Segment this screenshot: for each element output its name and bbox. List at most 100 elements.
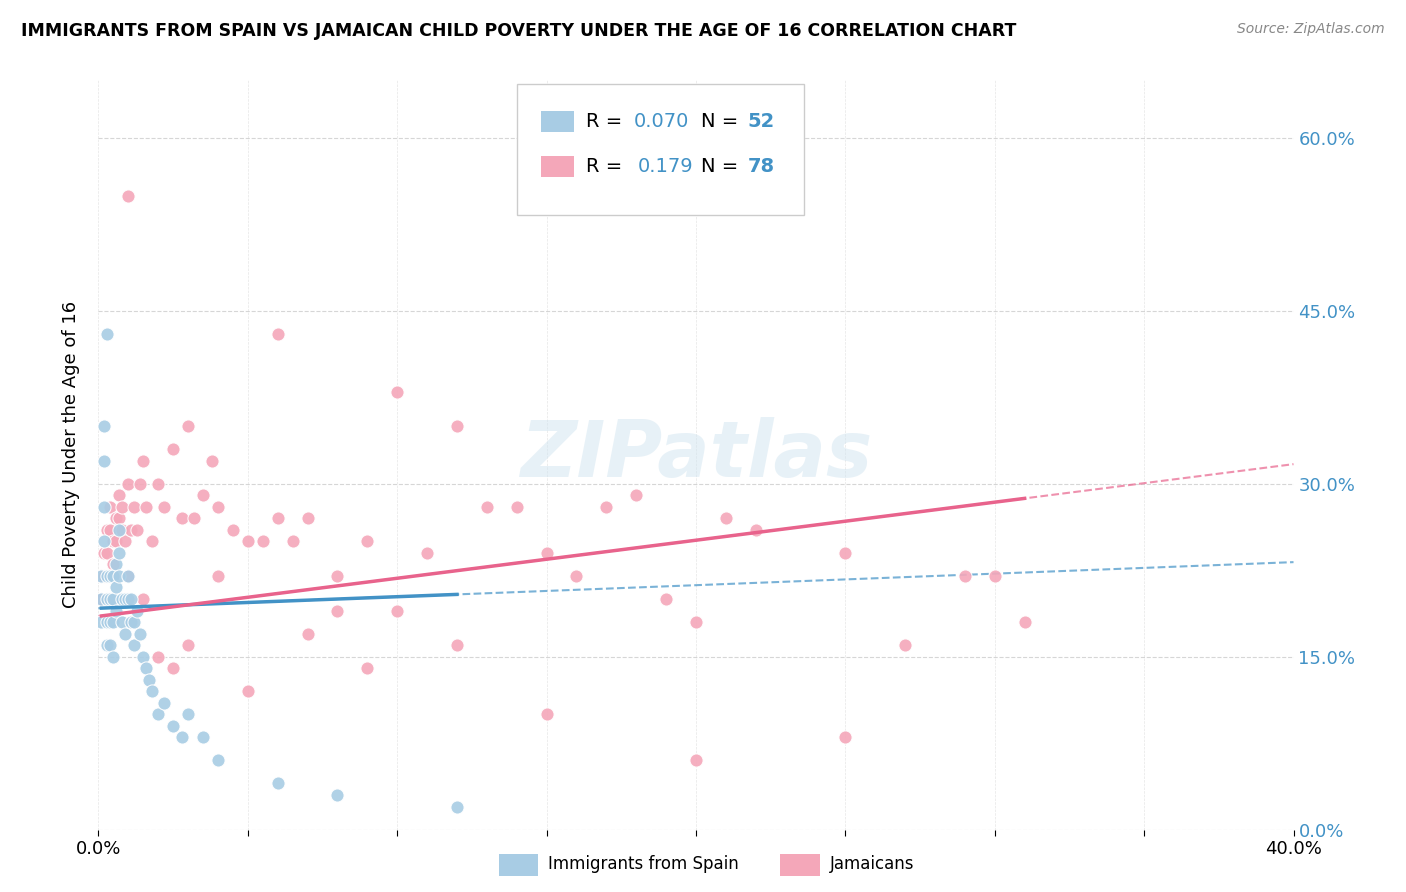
Point <box>162 442 184 457</box>
Point <box>108 511 131 525</box>
Point <box>191 731 214 745</box>
Point <box>162 661 184 675</box>
Point <box>148 476 170 491</box>
Point <box>446 638 468 652</box>
Point <box>93 534 115 549</box>
Point <box>98 523 122 537</box>
Point <box>114 592 136 607</box>
Point <box>120 592 142 607</box>
Point <box>162 719 184 733</box>
Text: 52: 52 <box>748 112 775 131</box>
Point <box>385 603 409 617</box>
Point <box>177 707 200 722</box>
Point <box>536 707 558 722</box>
Point <box>111 523 134 537</box>
Point <box>148 707 170 722</box>
Point <box>953 569 976 583</box>
Point <box>96 592 118 607</box>
Point <box>326 603 349 617</box>
Point <box>127 523 149 537</box>
Point <box>326 788 349 802</box>
FancyBboxPatch shape <box>517 84 804 215</box>
Point <box>281 534 304 549</box>
Text: IMMIGRANTS FROM SPAIN VS JAMAICAN CHILD POVERTY UNDER THE AGE OF 16 CORRELATION : IMMIGRANTS FROM SPAIN VS JAMAICAN CHILD … <box>21 22 1017 40</box>
Point <box>98 638 122 652</box>
Point <box>834 731 856 745</box>
Point <box>153 696 176 710</box>
Text: Source: ZipAtlas.com: Source: ZipAtlas.com <box>1237 22 1385 37</box>
Point <box>297 626 319 640</box>
Point <box>745 523 768 537</box>
Y-axis label: Child Poverty Under the Age of 16: Child Poverty Under the Age of 16 <box>62 301 80 608</box>
Text: ZIPatlas: ZIPatlas <box>520 417 872 493</box>
Point <box>111 500 134 514</box>
Point <box>252 534 274 549</box>
Point <box>626 488 648 502</box>
Point <box>236 684 259 698</box>
Point <box>108 523 131 537</box>
Point <box>153 500 176 514</box>
Point <box>117 188 139 202</box>
Text: 78: 78 <box>748 157 775 176</box>
Point <box>385 384 409 399</box>
Point <box>132 592 155 607</box>
Point <box>685 753 707 767</box>
Point <box>103 569 125 583</box>
Point <box>655 592 678 607</box>
Point <box>177 419 200 434</box>
Point <box>93 453 115 467</box>
Point <box>111 592 134 607</box>
Point <box>135 500 157 514</box>
Point <box>105 558 128 572</box>
Point <box>124 500 146 514</box>
Point <box>117 592 139 607</box>
Point <box>96 569 118 583</box>
Point <box>98 500 122 514</box>
Point <box>103 558 125 572</box>
Point <box>93 546 115 560</box>
Point <box>117 476 139 491</box>
Point <box>595 500 617 514</box>
Point <box>536 546 558 560</box>
Point <box>297 511 319 525</box>
Point <box>172 511 194 525</box>
Point <box>267 511 290 525</box>
Point <box>565 569 588 583</box>
Point <box>108 488 131 502</box>
Point <box>105 581 128 595</box>
Point <box>120 523 142 537</box>
Text: R =: R = <box>586 157 634 176</box>
Text: Jamaicans: Jamaicans <box>830 855 914 873</box>
Point <box>90 615 112 629</box>
Point <box>172 731 194 745</box>
Point <box>103 615 125 629</box>
Point <box>114 626 136 640</box>
Point <box>117 569 139 583</box>
Point <box>114 534 136 549</box>
Point <box>96 326 118 341</box>
Point <box>111 615 134 629</box>
Point <box>117 569 139 583</box>
Point <box>127 603 149 617</box>
Point <box>103 592 125 607</box>
Point <box>267 776 290 790</box>
Point <box>207 569 229 583</box>
Text: Immigrants from Spain: Immigrants from Spain <box>548 855 740 873</box>
Point <box>105 603 128 617</box>
Point <box>103 534 125 549</box>
Point <box>105 511 128 525</box>
Point <box>1014 615 1036 629</box>
Point <box>96 638 118 652</box>
Point <box>132 649 155 664</box>
FancyBboxPatch shape <box>541 111 574 132</box>
Point <box>356 534 378 549</box>
Point <box>120 615 142 629</box>
Text: N =: N = <box>700 112 744 131</box>
Point <box>98 615 122 629</box>
Point <box>183 511 205 525</box>
Point <box>201 453 224 467</box>
Point <box>834 546 856 560</box>
Point <box>108 569 131 583</box>
Text: R =: R = <box>586 112 628 131</box>
Point <box>267 326 290 341</box>
